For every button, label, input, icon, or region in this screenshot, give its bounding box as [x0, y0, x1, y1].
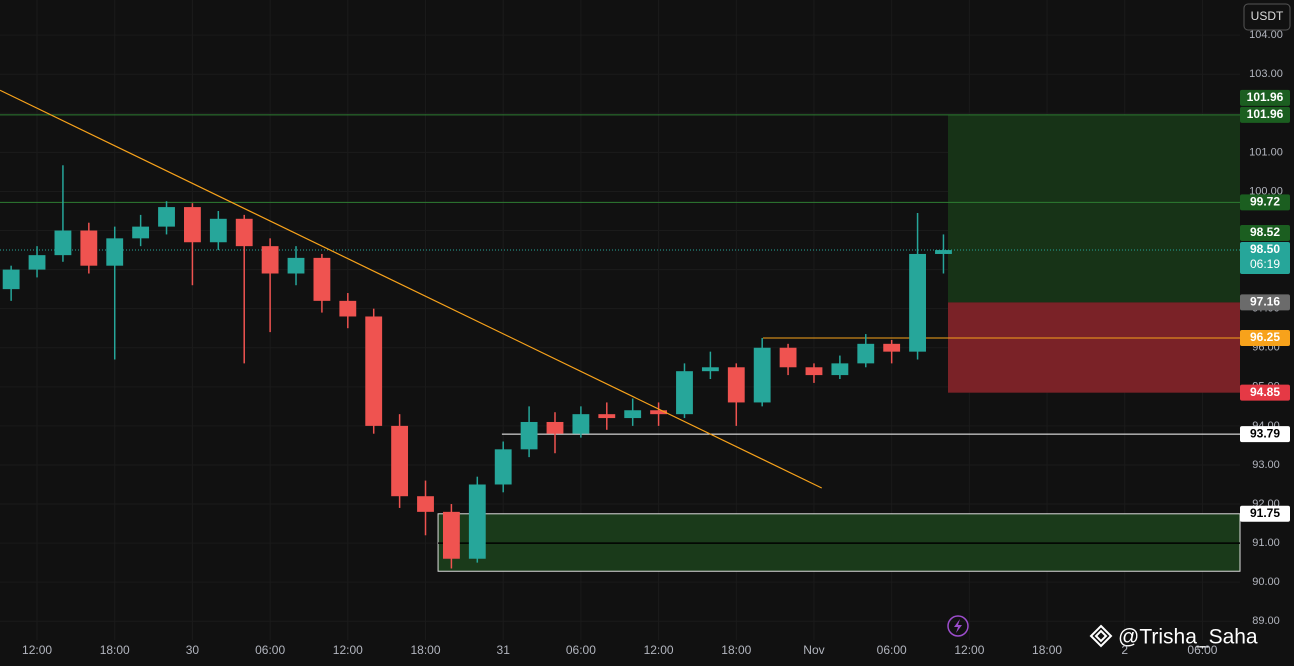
- candle-body: [132, 226, 150, 239]
- watermark-logo: [1089, 624, 1113, 648]
- price-label-box: [1240, 426, 1290, 443]
- candle-body: [779, 347, 797, 368]
- trendline: [0, 89, 823, 489]
- alert-icon[interactable]: [947, 615, 969, 637]
- y-tick-label: 89.00: [1252, 615, 1280, 627]
- y-tick-label: 103.00: [1249, 68, 1283, 80]
- price-label-box: [1240, 505, 1290, 522]
- x-tick-label: 06:00: [566, 643, 596, 657]
- loss-zone: [947, 302, 1240, 393]
- y-tick-label: 90.00: [1252, 576, 1280, 588]
- currency[interactable]: USDT: [1251, 9, 1284, 23]
- price-label-box: [1240, 384, 1290, 401]
- candle-body: [624, 410, 642, 419]
- button-frame[interactable]: [1243, 3, 1291, 31]
- candle-body: [598, 414, 616, 419]
- price-label: 94.85: [1250, 385, 1280, 399]
- icon-ring[interactable]: [947, 615, 969, 637]
- price-label: 99.72: [1250, 195, 1280, 209]
- profit-zone: [947, 114, 1240, 303]
- candle-body: [650, 410, 668, 415]
- candle-body: [831, 363, 849, 376]
- x-tick-label: 2: [1121, 643, 1128, 657]
- candle-body: [572, 414, 590, 434]
- y-tick-label: 100.00: [1249, 185, 1283, 197]
- candle-body: [158, 207, 175, 227]
- candle-body: [494, 449, 512, 485]
- candle-body: [313, 257, 331, 301]
- price-label: 101.96: [1247, 90, 1284, 104]
- x-tick-label: 18:00: [721, 643, 751, 657]
- candle-body: [909, 253, 926, 352]
- candle-body: [184, 207, 201, 243]
- candle-body: [857, 343, 875, 364]
- candle-body: [883, 343, 901, 352]
- watermark: @Trisha_Saha: [1118, 626, 1258, 649]
- candle-body: [546, 421, 564, 434]
- price-label-box: [1240, 106, 1290, 123]
- x-tick-label: 12:00: [22, 643, 52, 657]
- price-axis: 89.0090.0091.0092.0093.0094.0095.0096.00…: [1240, 29, 1290, 627]
- currency-button[interactable]: USDT: [1243, 3, 1291, 31]
- plot-area: [0, 89, 1241, 572]
- x-tick-label: 06:00: [877, 643, 907, 657]
- price-label: 98.52: [1250, 225, 1280, 239]
- y-tick-label: 101.00: [1249, 146, 1283, 158]
- x-tick-label: 18:00: [410, 643, 440, 657]
- candle-body: [339, 300, 357, 317]
- logo: [1089, 624, 1113, 648]
- candle-body: [235, 218, 253, 247]
- price-label: 101.96: [1247, 107, 1284, 121]
- candle-body: [106, 238, 124, 266]
- x-tick-label: 12:00: [954, 643, 984, 657]
- x-tick-label: 12:00: [333, 643, 363, 657]
- candle-body: [442, 511, 460, 559]
- candle-body: [209, 218, 227, 243]
- x-tick-label: 31: [497, 643, 511, 657]
- candle-body: [54, 230, 72, 256]
- candle-body: [365, 316, 383, 426]
- x-tick-label: 18:00: [1032, 643, 1062, 657]
- price-label: 97.16: [1250, 295, 1280, 309]
- candle-body: [727, 367, 745, 403]
- candle-body: [80, 230, 98, 266]
- candle-body: [391, 425, 409, 497]
- candle-body: [701, 367, 719, 372]
- candle-body: [2, 269, 20, 290]
- x-tick-label: 06:00: [255, 643, 285, 657]
- price-label: 98.50: [1250, 242, 1280, 256]
- candle-body: [468, 484, 486, 559]
- price-label: 93.79: [1250, 426, 1280, 440]
- candle-body: [676, 371, 693, 415]
- y-tick-label: 104.00: [1249, 29, 1283, 41]
- candle-body: [753, 347, 771, 403]
- price-label-box: [1240, 194, 1290, 211]
- x-tick-label: 18:00: [100, 643, 130, 657]
- candle-body: [805, 367, 823, 376]
- price-label-box: [1240, 225, 1290, 242]
- x-tick-label: Nov: [803, 643, 824, 657]
- price-label: 96.25: [1250, 330, 1280, 344]
- candle-body: [28, 255, 46, 270]
- icon-bolt[interactable]: [954, 619, 962, 633]
- price-label-box: [1240, 89, 1290, 106]
- candle-body: [287, 257, 305, 274]
- price-label-box: [1240, 294, 1290, 311]
- y-tick-label: 91.00: [1252, 537, 1280, 549]
- price-label-box: [1240, 242, 1290, 275]
- x-tick-label: 06:00: [1187, 643, 1217, 657]
- countdown: 06:19: [1250, 257, 1280, 271]
- price-label-box: [1240, 329, 1290, 346]
- candle-body: [520, 421, 538, 450]
- y-tick-label: 93.00: [1252, 459, 1280, 471]
- candle-body: [261, 246, 279, 274]
- candle-body: [935, 250, 952, 254]
- x-tick-label: 12:00: [644, 643, 674, 657]
- candle-body: [417, 496, 434, 512]
- price-label: 91.75: [1250, 506, 1280, 520]
- x-tick-label: 30: [186, 643, 200, 657]
